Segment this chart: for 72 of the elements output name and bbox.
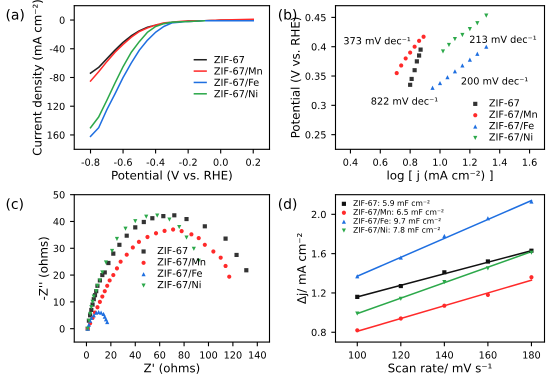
- x-tick-label: 120: [224, 351, 242, 359]
- annotation: 373 mV dec⁻¹: [344, 36, 410, 44]
- legend-label: ZIF-67/Mn: [214, 67, 262, 76]
- y-tick-label: 0: [60, 16, 65, 24]
- y-tick-label: 160: [48, 131, 65, 139]
- x-tick-label: -0.4: [146, 158, 165, 166]
- y-tick-label: 0.45: [305, 14, 326, 22]
- y-tick-label: 1.6: [312, 250, 326, 258]
- chart-title: (c): [6, 198, 23, 211]
- legend-label: ZIF-67: [489, 99, 520, 107]
- x-tick-label: 180: [523, 351, 540, 359]
- y-tick-label: 0.3: [312, 102, 326, 110]
- x-tick-label: 1.6: [522, 158, 537, 166]
- x-axis-title: Z' (ohms): [144, 363, 200, 374]
- annotation: 822 mV dec⁻¹: [371, 97, 438, 105]
- x-tick-label: 40: [130, 351, 141, 359]
- legend-label: ZIF-67/Mn: [158, 258, 206, 266]
- x-tick-label: 20: [105, 351, 116, 359]
- y-tick-label: 2.0: [312, 210, 326, 218]
- y-tick-label: 120: [48, 102, 65, 110]
- annotation: 200 mV dec⁻¹: [462, 77, 528, 85]
- x-tick-label: 0.0: [214, 158, 228, 166]
- x-tick-label: 0.8: [403, 158, 418, 166]
- x-tick-label: 0: [84, 351, 89, 359]
- y-tick-label: 0.35: [305, 72, 326, 80]
- x-tick-label: 0.6: [373, 158, 388, 166]
- x-tick-label: 0.2: [246, 158, 260, 166]
- x-tick-label: 100: [200, 351, 218, 359]
- y-tick-label: 20: [54, 272, 65, 279]
- x-tick-label: 100: [349, 351, 366, 359]
- legend-label: ZIF-67/Ni: [214, 90, 258, 98]
- y-tick-label: -80: [50, 74, 65, 82]
- x-tick-label: -0.8: [82, 158, 100, 166]
- annotation: 213 mV dec⁻¹: [470, 35, 536, 43]
- x-tick-label: 140: [436, 351, 453, 359]
- y-tick-label: 30: [54, 244, 65, 252]
- legend-label: ZIF-67: [214, 56, 244, 64]
- y-tick-label: -40: [50, 45, 65, 53]
- chart-title: (a): [6, 9, 24, 22]
- y-axis-title: Δj/ mA cm⁻²: [296, 233, 308, 304]
- x-axis-title: Potential (V vs. RHE): [112, 170, 232, 182]
- y-tick-label: 40: [53, 218, 65, 226]
- y-tick-label: 50: [54, 191, 65, 198]
- y-axis-title: Current density (mA cm⁻²): [32, 0, 44, 156]
- x-tick-label: 80: [178, 351, 190, 359]
- y-tick-label: 0: [60, 325, 65, 333]
- x-tick-label: 0.4: [343, 158, 358, 166]
- x-axis-title: log [ j (mA cm⁻²) ]: [388, 170, 492, 182]
- x-tick-label: 1.4: [493, 158, 507, 166]
- legend-label: ZIF-67/Mn: [489, 110, 537, 119]
- x-tick-label: 60: [154, 351, 166, 359]
- x-tick-label: -0.6: [114, 158, 132, 166]
- y-tick-label: 0.8: [312, 328, 326, 336]
- y-tick-label: 0.4: [312, 43, 326, 51]
- x-axis-title: Scan rate/ mV s⁻¹: [388, 364, 492, 374]
- y-tick-label: 10: [54, 298, 65, 306]
- y-tick-label: 0.25: [305, 131, 326, 138]
- x-tick-label: 120: [392, 351, 410, 359]
- x-tick-label: 160: [480, 351, 497, 359]
- legend-label: ZIF-67: [158, 246, 188, 254]
- legend-label: ZIF-67/Fe: [489, 122, 534, 130]
- chart-title: (d): [278, 198, 296, 211]
- legend-label: ZIF-67/Fe: [158, 270, 202, 278]
- x-tick-label: -0.2: [179, 158, 197, 166]
- legend-label: ZIF-67/Ni: [158, 280, 201, 289]
- x-tick-label: 140: [249, 351, 266, 359]
- y-tick-label: 1.2: [312, 289, 326, 297]
- y-axis-title: -Z'' (ohms): [38, 237, 50, 300]
- x-tick-label: 1.0: [433, 158, 448, 166]
- x-tick-label: 1.2: [463, 158, 477, 166]
- legend-label: ZIF-67/Ni: [489, 133, 532, 142]
- legend-label: ZIF-67/Fe: [214, 78, 259, 87]
